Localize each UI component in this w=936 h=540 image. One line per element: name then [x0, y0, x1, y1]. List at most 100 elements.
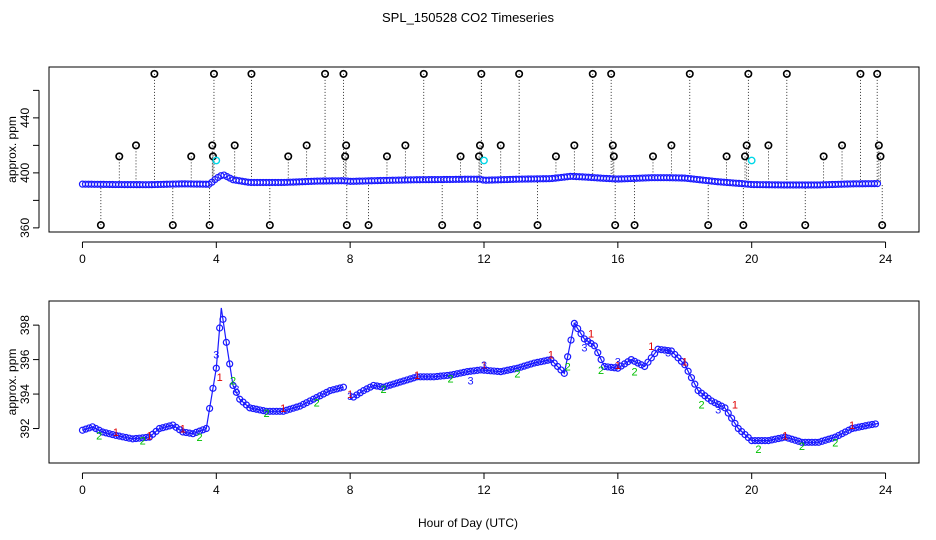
series-number-marker: 2: [230, 375, 236, 387]
series-point: [262, 407, 271, 415]
series-point: [818, 437, 826, 445]
series-point: [473, 366, 481, 374]
series-point: [390, 380, 398, 388]
series-number-marker: 3: [468, 375, 474, 387]
top-x-tick-label: 12: [477, 252, 491, 266]
chart-title: SPL_150528 CO2 Timeseries: [382, 10, 554, 25]
series-point: [380, 383, 388, 391]
series-point: [801, 438, 809, 446]
series-point: [98, 428, 107, 436]
top-x-tick-label: 24: [879, 252, 893, 266]
series-point: [293, 403, 301, 411]
bottom-y-tick-label: 398: [18, 315, 32, 335]
series-point: [139, 434, 147, 442]
series-point: [400, 377, 408, 385]
outlier-point: [876, 152, 885, 161]
bottom-x-tick-label: 8: [347, 483, 354, 497]
series-number-marker: 1: [588, 329, 594, 341]
series-number-marker: 1: [481, 360, 487, 372]
outlier-point: [187, 152, 196, 161]
series-point: [681, 361, 689, 369]
series-point: [868, 420, 876, 429]
series-point: [179, 428, 187, 436]
series-point: [413, 373, 421, 381]
series-point: [771, 435, 779, 443]
outlier-point: [247, 69, 256, 78]
series-point: [119, 433, 127, 441]
series-point: [610, 364, 619, 372]
top-plot-frame: [48, 66, 920, 233]
top-x-tick-label: 16: [611, 252, 625, 266]
series-point: [774, 434, 783, 443]
outlier-point: [96, 221, 105, 230]
x-axis-title: Hour of Day (UTC): [418, 516, 518, 530]
series-point: [530, 359, 538, 367]
series-number-marker: 1: [782, 430, 788, 442]
series-point: [446, 371, 455, 379]
top-y-tick-label: 360: [18, 218, 32, 238]
top-y-tick-label: 400: [18, 163, 32, 183]
outlier-point: [473, 221, 482, 230]
series-point: [155, 424, 164, 433]
top-y-axis-title: approx. ppm: [5, 116, 19, 183]
series-point: [266, 407, 274, 415]
outlier-point: [667, 141, 676, 150]
series-point: [376, 382, 384, 391]
series-point: [450, 370, 458, 379]
series-point: [794, 437, 803, 445]
series-point: [386, 381, 394, 389]
series-point: [604, 363, 612, 371]
series-point: [82, 425, 90, 433]
outlier-point: [630, 221, 639, 230]
series-point: [470, 367, 478, 375]
series-point: [189, 430, 197, 438]
co2-baseline-point: [202, 180, 210, 188]
outlier-point: [150, 69, 159, 78]
series-line: [82, 307, 344, 440]
highlight-point: [480, 156, 488, 165]
series-point: [333, 385, 341, 393]
outlier-point: [704, 221, 713, 230]
outlier-point: [382, 152, 391, 161]
series-point: [115, 432, 123, 440]
series-point: [858, 422, 866, 431]
series-number-marker: 2: [314, 398, 320, 410]
co2-baseline-point: [870, 180, 879, 188]
outlier-point: [764, 141, 773, 150]
series-point: [229, 381, 237, 390]
series-point: [768, 436, 776, 444]
series-point: [406, 375, 414, 383]
outlier-point: [205, 221, 214, 230]
series-point: [246, 404, 254, 412]
series-point: [276, 407, 284, 415]
series-point: [590, 342, 599, 350]
series-point: [560, 369, 568, 377]
series-point: [453, 370, 461, 378]
series-point: [815, 438, 823, 446]
series-number-marker: 2: [755, 444, 761, 456]
bottom-plot-frame: [48, 300, 920, 464]
series-point: [477, 366, 485, 374]
outlier-point: [801, 221, 810, 230]
series-point: [256, 406, 264, 414]
outlier-point: [648, 152, 657, 161]
series-point: [426, 373, 435, 381]
series-point: [728, 414, 736, 422]
series-point: [570, 319, 578, 328]
outlier-point: [515, 69, 524, 78]
series-point: [222, 338, 230, 346]
outlier-point: [475, 141, 484, 150]
series-number-marker: 1: [648, 341, 654, 353]
series-number-marker: 2: [598, 365, 604, 377]
series-point: [326, 387, 334, 395]
series-point: [219, 315, 227, 323]
series-point: [497, 368, 505, 376]
series-point: [403, 376, 411, 384]
bottom-y-axis-title: approx. ppm: [5, 349, 19, 416]
series-point: [537, 358, 545, 366]
outlier-point: [533, 221, 542, 230]
series-point: [195, 427, 204, 435]
outlier-point: [342, 221, 351, 230]
series-point: [108, 430, 117, 439]
